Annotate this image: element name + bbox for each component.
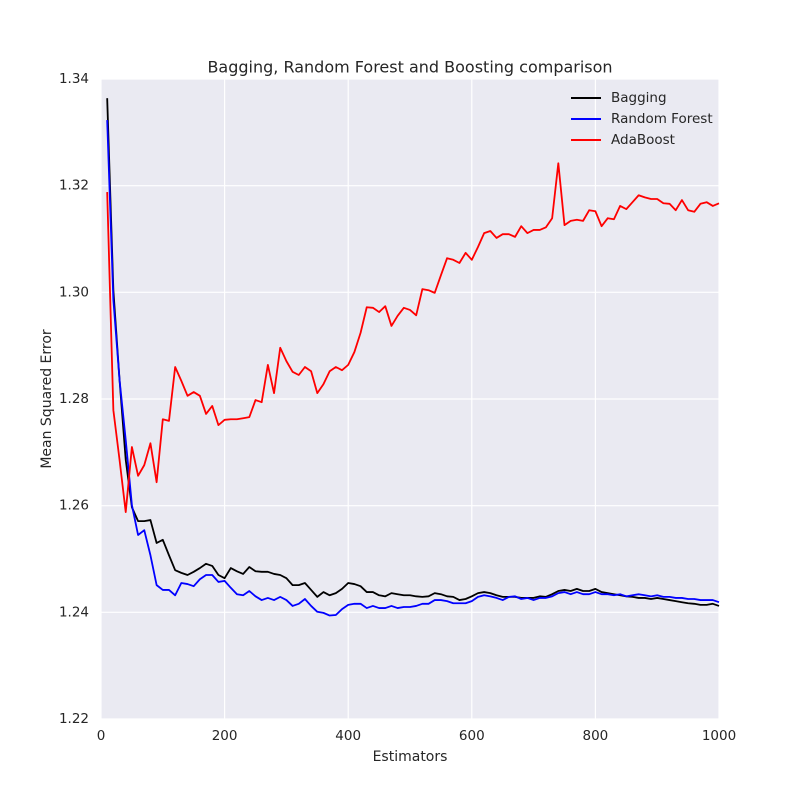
y-tick-label: 1.28 [59,391,89,407]
x-tick-label: 0 [97,728,106,744]
series-line [106,120,720,617]
lines [106,98,720,617]
legend-label: AdaBoost [611,132,675,148]
y-tick-label: 1.34 [59,71,89,87]
y-tick-label: 1.32 [59,178,89,194]
x-axis-label: Estimators [373,749,448,765]
x-tick-label: 400 [335,728,361,744]
legend: Bagging Random Forest AdaBoost [571,90,713,148]
series-line [106,162,720,513]
y-axis-label: Mean Squared Error [39,329,55,469]
x-tick-label: 1000 [702,728,736,744]
legend-label: Bagging [611,90,667,106]
chart-title: Bagging, Random Forest and Boosting comp… [207,58,612,77]
y-tick-label: 1.26 [59,498,89,514]
x-tick-label: 200 [212,728,238,744]
x-tick-label: 800 [583,728,609,744]
y-tick-label: 1.24 [59,604,89,620]
x-tick-label: 600 [459,728,485,744]
y-tick-label: 1.22 [59,711,89,727]
legend-label: Random Forest [611,111,713,127]
y-tick-label: 1.30 [59,284,89,300]
grid [100,78,720,720]
labels: 1.22 1.24 1.26 1.28 1.30 1.32 1.34 0 200 400 600 80… [59,71,736,744]
